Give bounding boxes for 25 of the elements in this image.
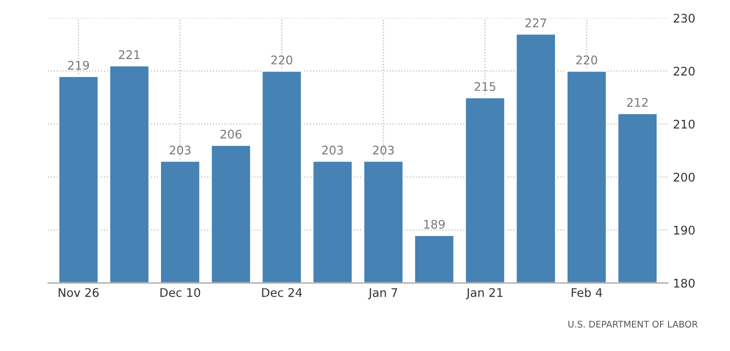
data-label: 203 (170, 146, 190, 155)
x-tick-label: Jan 21 (466, 288, 502, 300)
data-label: 221 (118, 50, 140, 60)
data-label: 206 (220, 130, 242, 139)
text: U.S. DEPARTMENT OF LABOR (568, 320, 698, 328)
y-tick-label: 230 (674, 14, 695, 23)
data-label: 203 (373, 146, 394, 155)
data-label: 212 (627, 98, 648, 107)
y-tick-label: 200 (674, 172, 695, 182)
y-tick-label: 190 (674, 226, 695, 235)
data-label: 227 (525, 18, 546, 28)
data-label: 215 (474, 82, 496, 91)
data-label: 219 (68, 60, 89, 70)
x-tick-label: Dec 24 (262, 288, 302, 297)
data-label: 203 (322, 146, 343, 155)
y-tick-label: 180 (674, 278, 695, 288)
x-tick-label: Feb 4 (572, 288, 602, 297)
y-tick-label: 210 (674, 120, 695, 129)
data-label: 220 (271, 56, 292, 64)
y-tick-label: 220 (674, 66, 695, 76)
x-tick-label: Jan 7 (368, 288, 398, 300)
x-tick-label: Dec 10 (160, 288, 200, 297)
data-label: 189 (424, 220, 445, 229)
data-label: 220 (576, 56, 598, 64)
x-tick-label: Nov 26 (58, 288, 99, 297)
